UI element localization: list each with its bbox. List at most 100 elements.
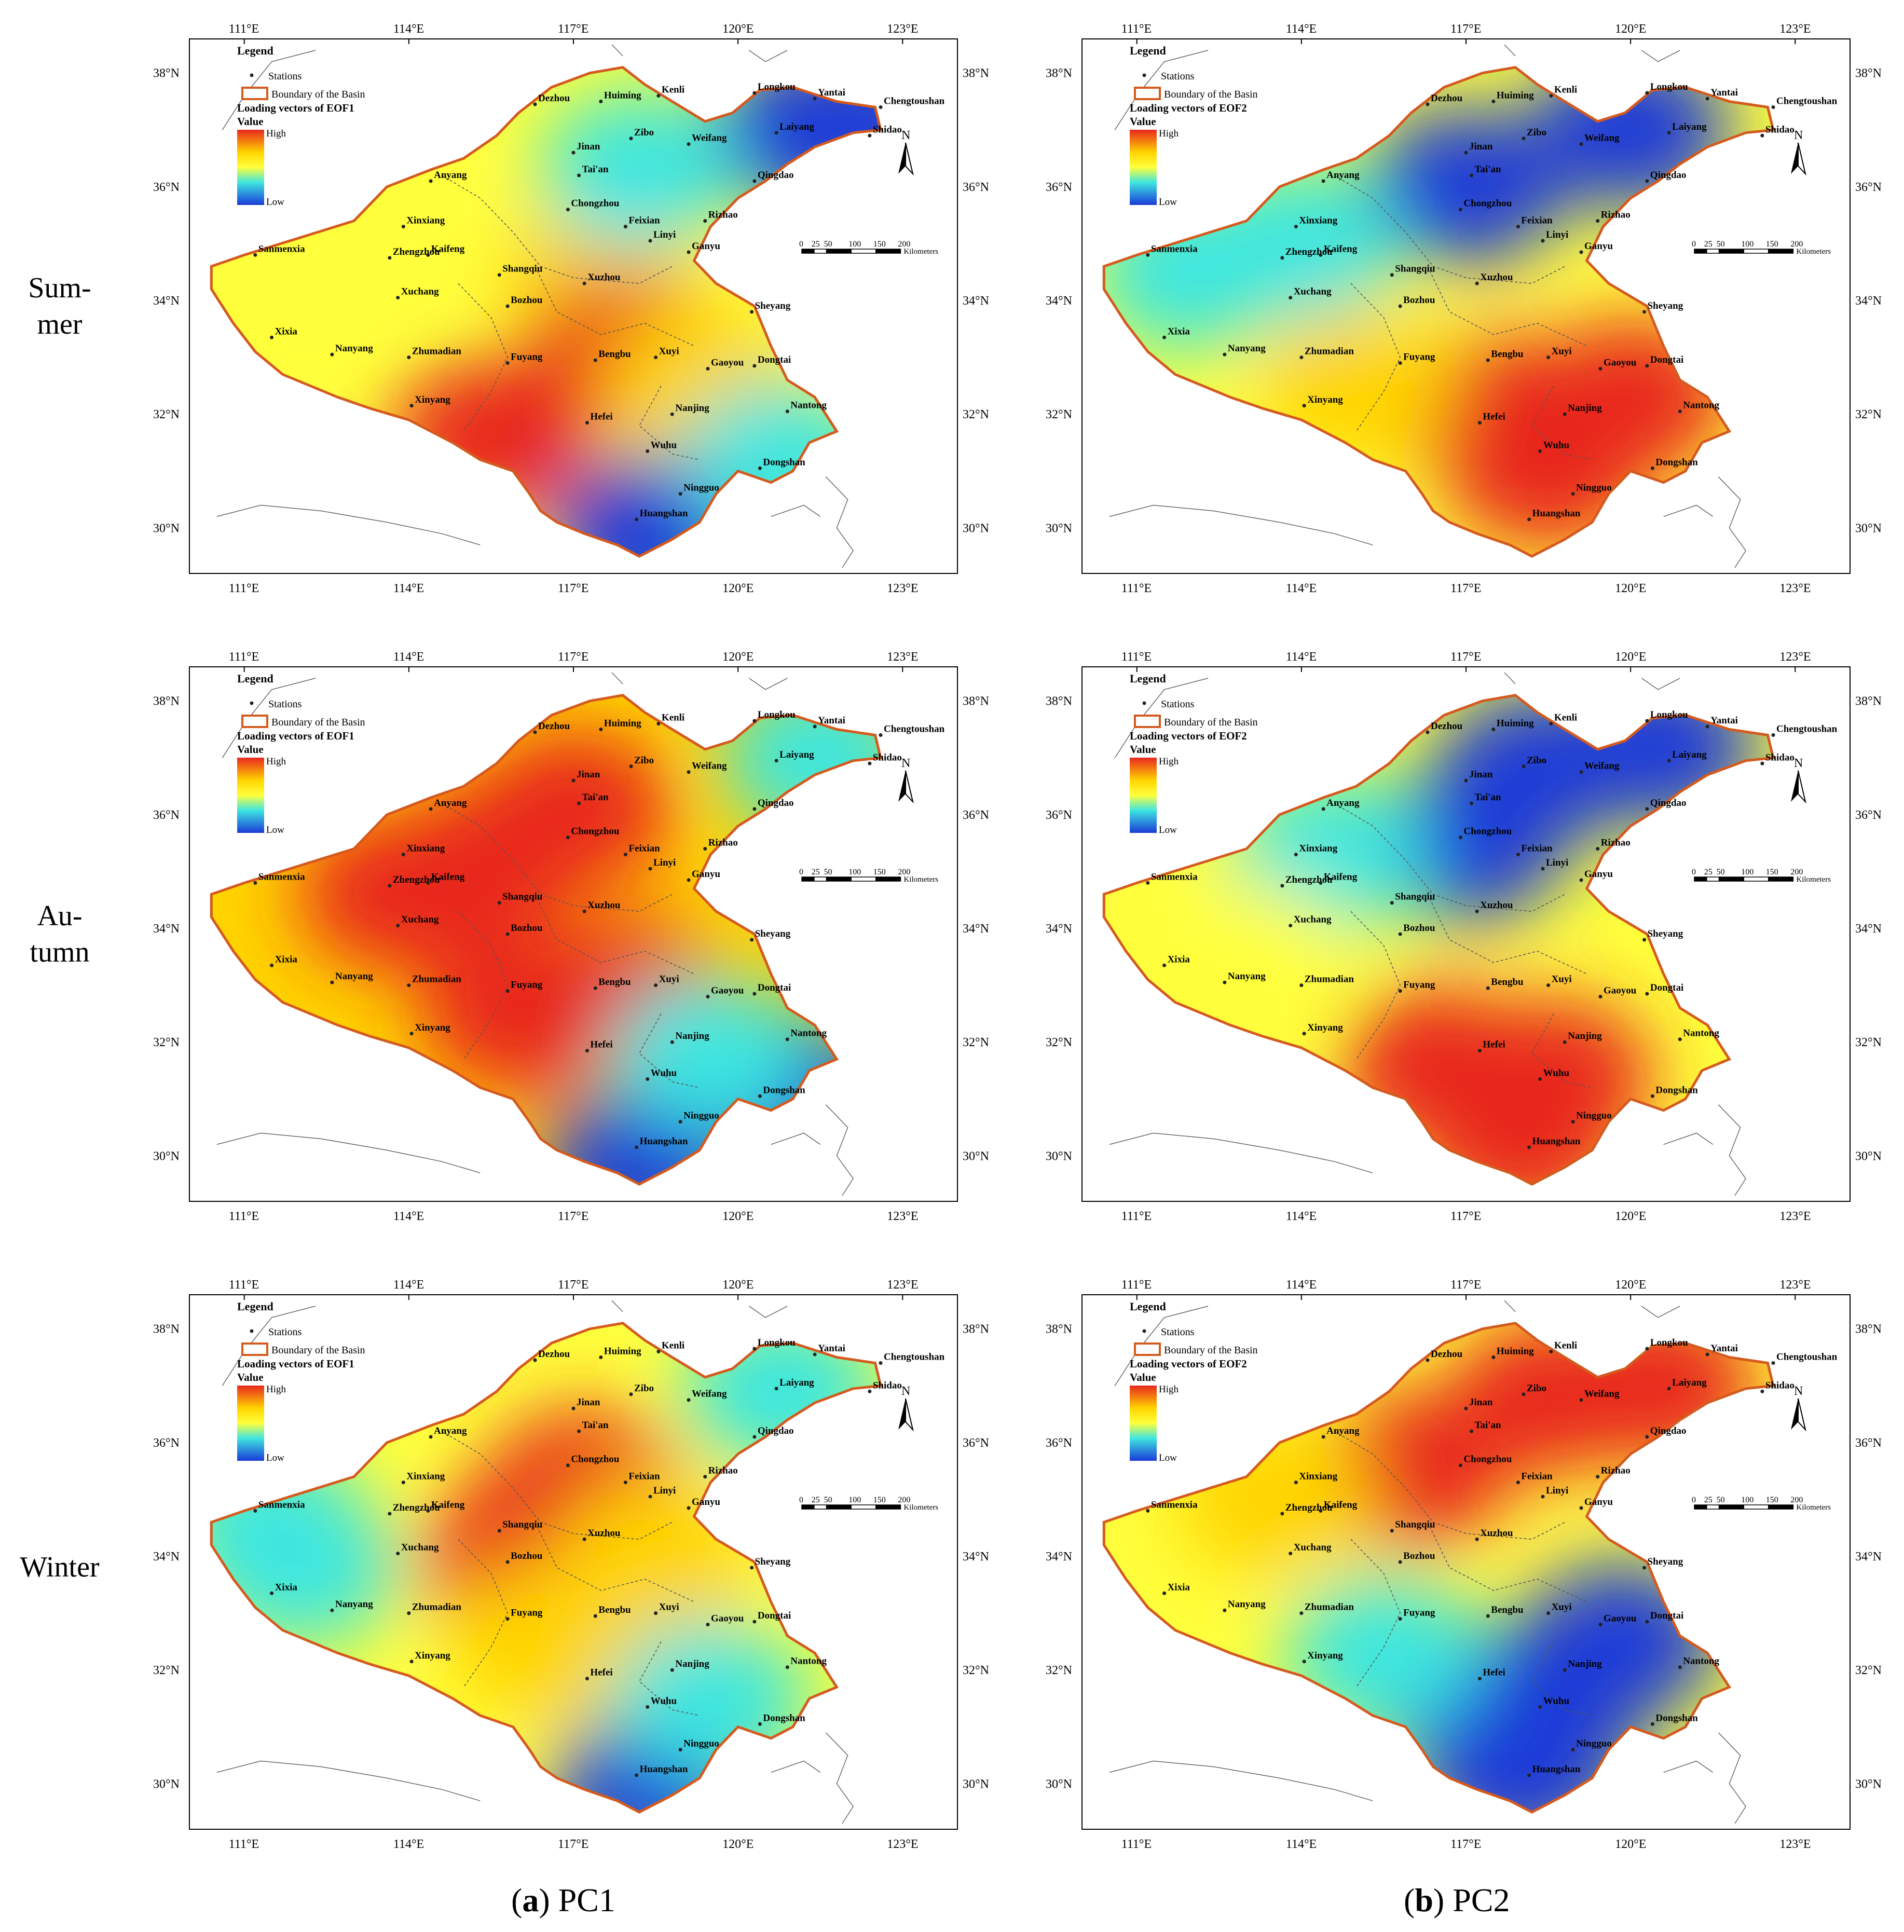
lon-label-top: 117°E bbox=[1450, 22, 1481, 36]
station-label: Xuyi bbox=[1552, 974, 1572, 985]
station-label: Anyang bbox=[434, 170, 467, 181]
legend-colorbar bbox=[237, 758, 264, 833]
station-dot bbox=[813, 97, 817, 101]
coastline-outline bbox=[222, 50, 316, 130]
coastline-outline bbox=[1718, 1104, 1747, 1196]
north-arrow-icon-half bbox=[905, 1398, 914, 1432]
station-label: Wuhu bbox=[1543, 1695, 1570, 1706]
lon-label-top: 120°E bbox=[1615, 1278, 1646, 1292]
station-label: Chengtoushan bbox=[1776, 723, 1838, 734]
station-label: Hefei bbox=[1483, 1039, 1505, 1050]
station-dot bbox=[497, 901, 501, 905]
station-dot bbox=[1645, 364, 1649, 368]
lon-label-bottom: 114°E bbox=[393, 1210, 424, 1223]
station-dot bbox=[388, 1512, 392, 1516]
station-dot bbox=[1546, 355, 1551, 360]
scale-bar-unit: Kilometers bbox=[903, 875, 938, 884]
scale-bar-segment bbox=[1718, 876, 1744, 882]
lat-label-left: 30°N bbox=[153, 1777, 180, 1791]
scale-bar-tick: 150 bbox=[1766, 868, 1778, 876]
lat-label-left: 32°N bbox=[153, 1036, 180, 1049]
station-label: Sheyang bbox=[1648, 928, 1683, 939]
lat-label-left: 36°N bbox=[1046, 1436, 1072, 1450]
legend-value: Value bbox=[1130, 1371, 1156, 1383]
station-dot bbox=[407, 1611, 411, 1615]
station-dot bbox=[1294, 853, 1298, 857]
station-label: Weifang bbox=[692, 1389, 727, 1400]
lat-label-left: 34°N bbox=[153, 294, 180, 308]
station-label: Dezhou bbox=[1431, 721, 1463, 732]
station-label: Tai'an bbox=[582, 164, 609, 175]
station-dot bbox=[1645, 719, 1649, 723]
station-label: Feixian bbox=[628, 843, 660, 854]
station-dot bbox=[752, 1347, 757, 1351]
station-dot bbox=[1571, 492, 1575, 496]
station-label: Jinan bbox=[577, 141, 600, 152]
station-label: Zhumadian bbox=[412, 346, 461, 357]
station-dot bbox=[1146, 1509, 1150, 1513]
station-dot bbox=[599, 728, 603, 732]
scale-bar-tick: 0 bbox=[799, 868, 803, 876]
legend-value: Value bbox=[237, 115, 264, 128]
station-dot bbox=[1162, 1591, 1167, 1595]
station-dot bbox=[426, 1509, 430, 1513]
caption-b: (b) PC2 bbox=[1404, 1882, 1510, 1919]
scale-bar-tick: 25 bbox=[1704, 1496, 1713, 1504]
station-dot bbox=[1398, 361, 1402, 365]
station-label: Nanyang bbox=[335, 1599, 373, 1610]
province-boundary bbox=[1350, 1539, 1401, 1688]
station-dot bbox=[1667, 759, 1671, 763]
station-label: Xinyang bbox=[1307, 394, 1343, 405]
station-dot bbox=[868, 1389, 872, 1393]
station-dot bbox=[1294, 1481, 1298, 1485]
coastline-outline bbox=[1504, 1300, 1516, 1312]
station-label: Dongshan bbox=[763, 1712, 805, 1723]
station-dot bbox=[1146, 881, 1150, 885]
scale-bar-tick: 50 bbox=[824, 1496, 832, 1504]
scale-bar-segment bbox=[1718, 249, 1744, 254]
coastline-outline bbox=[771, 1132, 821, 1145]
legend-value: Value bbox=[1130, 743, 1156, 756]
station-label: Qingdao bbox=[758, 798, 794, 809]
lat-label-left: 32°N bbox=[1046, 1036, 1072, 1049]
lat-label-right: 36°N bbox=[963, 1436, 989, 1450]
scale-bar-tick: 25 bbox=[812, 240, 820, 249]
station-label: Shangqiu bbox=[1395, 1519, 1435, 1530]
scale-bar-segment bbox=[1718, 1504, 1744, 1510]
lon-label-top: 114°E bbox=[1286, 650, 1317, 664]
station-dot bbox=[497, 273, 501, 277]
station-dot bbox=[1527, 517, 1531, 522]
station-label: Bozhou bbox=[511, 923, 543, 934]
station-dot bbox=[703, 847, 707, 851]
lon-label-bottom: 123°E bbox=[1779, 582, 1811, 595]
station-label: Chengtoushan bbox=[884, 95, 945, 106]
lat-label-left: 30°N bbox=[153, 1149, 180, 1163]
station-dot bbox=[505, 361, 510, 365]
station-label: Dezhou bbox=[538, 1349, 570, 1360]
scale-bar-tick: 100 bbox=[1741, 240, 1754, 249]
map-panel-pc2-row-0: Dezhou Huiming Kenli Longkou Yantai Chengtous… bbox=[1046, 22, 1882, 595]
station-dot bbox=[1477, 1677, 1482, 1681]
station-dot bbox=[330, 352, 334, 357]
lon-label-top: 111°E bbox=[1121, 650, 1152, 664]
station-dot bbox=[585, 421, 589, 425]
station-dot bbox=[646, 449, 650, 453]
station-label: Nantong bbox=[790, 400, 827, 411]
lat-label-right: 32°N bbox=[963, 1036, 989, 1049]
station-dot bbox=[1645, 992, 1649, 996]
station-dot bbox=[1321, 807, 1325, 811]
scale-bar-unit: Kilometers bbox=[903, 1503, 938, 1512]
station-label: Xinyang bbox=[415, 1650, 450, 1661]
legend-title: Legend bbox=[237, 672, 273, 685]
station-label: Xuyi bbox=[1552, 346, 1572, 357]
lon-label-top: 114°E bbox=[393, 22, 424, 36]
station-label: Kenli bbox=[662, 712, 684, 723]
lat-label-left: 38°N bbox=[153, 1323, 180, 1336]
station-label: Huangshan bbox=[640, 1136, 688, 1147]
station-label: Zibo bbox=[1527, 755, 1546, 766]
station-dot bbox=[388, 256, 392, 260]
station-label: Ganyu bbox=[1584, 869, 1613, 880]
station-dot bbox=[1579, 250, 1583, 254]
station-dot bbox=[785, 1665, 789, 1669]
scale-bar-segment bbox=[1706, 1504, 1720, 1510]
